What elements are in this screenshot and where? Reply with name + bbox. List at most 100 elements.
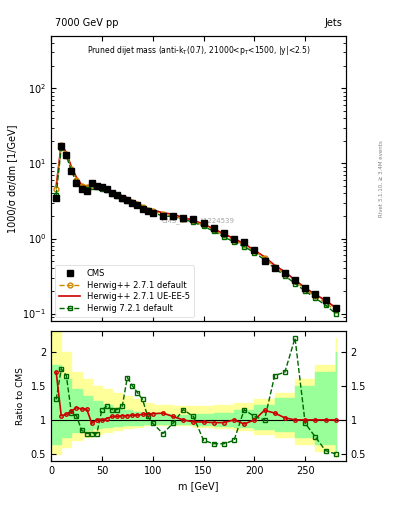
CMS <box>110 190 114 197</box>
Herwig 7.2.1 default <box>232 239 237 245</box>
Herwig++ 2.7.1 default <box>222 232 226 239</box>
CMS <box>303 285 308 291</box>
Herwig++ 2.7.1 default <box>272 264 277 270</box>
Herwig 7.2.1 default <box>211 228 216 234</box>
Herwig++ 2.7.1 default <box>69 166 74 172</box>
Herwig++ 2.7.1 UE-EE-5 <box>242 241 246 247</box>
Herwig 7.2.1 default <box>252 249 257 255</box>
CMS <box>313 291 318 297</box>
Herwig++ 2.7.1 UE-EE-5 <box>59 141 64 147</box>
CMS <box>140 205 145 211</box>
Herwig++ 2.7.1 UE-EE-5 <box>191 217 196 223</box>
Herwig++ 2.7.1 default <box>99 185 104 191</box>
CMS <box>125 197 130 203</box>
Herwig++ 2.7.1 default <box>171 213 175 219</box>
CMS <box>135 202 140 208</box>
Herwig++ 2.7.1 default <box>191 218 196 224</box>
CMS <box>59 143 64 149</box>
Herwig++ 2.7.1 default <box>89 183 94 189</box>
Herwig++ 2.7.1 default <box>120 195 125 201</box>
Herwig 7.2.1 default <box>59 145 64 151</box>
Herwig++ 2.7.1 UE-EE-5 <box>130 198 135 204</box>
Herwig 7.2.1 default <box>262 257 267 263</box>
Herwig++ 2.7.1 UE-EE-5 <box>222 231 226 237</box>
CMS <box>120 195 125 201</box>
Herwig++ 2.7.1 default <box>94 183 99 189</box>
CMS <box>293 277 298 283</box>
Herwig++ 2.7.1 default <box>140 204 145 210</box>
Text: CMS_2013_I1224539: CMS_2013_I1224539 <box>162 218 235 224</box>
Herwig 7.2.1 default <box>84 186 89 193</box>
Herwig++ 2.7.1 default <box>283 271 287 277</box>
Herwig++ 2.7.1 UE-EE-5 <box>313 291 318 297</box>
Herwig++ 2.7.1 default <box>84 184 89 190</box>
X-axis label: m [GeV]: m [GeV] <box>178 481 219 491</box>
CMS <box>252 247 257 253</box>
Herwig++ 2.7.1 default <box>74 177 79 183</box>
Text: Rivet 3.1.10, ≥ 3.4M events: Rivet 3.1.10, ≥ 3.4M events <box>379 140 384 217</box>
Herwig++ 2.7.1 UE-EE-5 <box>272 262 277 268</box>
Herwig 7.2.1 default <box>89 184 94 190</box>
CMS <box>333 305 338 311</box>
Herwig++ 2.7.1 UE-EE-5 <box>151 207 155 213</box>
CMS <box>74 180 79 186</box>
Y-axis label: 1000/σ dσ/dm [1/GeV]: 1000/σ dσ/dm [1/GeV] <box>7 124 17 232</box>
Line: Herwig++ 2.7.1 UE-EE-5: Herwig++ 2.7.1 UE-EE-5 <box>56 144 336 308</box>
Herwig++ 2.7.1 UE-EE-5 <box>135 200 140 206</box>
Herwig 7.2.1 default <box>94 184 99 190</box>
Text: Jets: Jets <box>324 18 342 28</box>
CMS <box>262 258 267 264</box>
Herwig++ 2.7.1 UE-EE-5 <box>64 150 69 156</box>
CMS <box>160 213 165 219</box>
Herwig++ 2.7.1 UE-EE-5 <box>252 247 257 253</box>
Herwig++ 2.7.1 UE-EE-5 <box>160 210 165 216</box>
Herwig++ 2.7.1 UE-EE-5 <box>105 186 109 192</box>
CMS <box>99 184 104 190</box>
Herwig++ 2.7.1 default <box>313 293 318 300</box>
Herwig 7.2.1 default <box>74 180 79 186</box>
Herwig++ 2.7.1 default <box>201 222 206 228</box>
Line: Herwig++ 2.7.1 default: Herwig++ 2.7.1 default <box>54 143 338 313</box>
Herwig 7.2.1 default <box>135 202 140 208</box>
Herwig 7.2.1 default <box>105 187 109 193</box>
Herwig 7.2.1 default <box>293 281 298 287</box>
Herwig++ 2.7.1 UE-EE-5 <box>323 297 328 304</box>
CMS <box>222 229 226 236</box>
Herwig++ 2.7.1 default <box>130 199 135 205</box>
Herwig 7.2.1 default <box>125 198 130 204</box>
Herwig 7.2.1 default <box>99 186 104 192</box>
CMS <box>232 236 237 242</box>
Herwig++ 2.7.1 default <box>105 186 109 193</box>
Herwig++ 2.7.1 default <box>54 186 59 193</box>
Herwig++ 2.7.1 default <box>160 211 165 218</box>
Herwig++ 2.7.1 UE-EE-5 <box>232 236 237 242</box>
Herwig++ 2.7.1 UE-EE-5 <box>140 203 145 209</box>
Herwig++ 2.7.1 default <box>115 192 119 198</box>
CMS <box>283 270 287 276</box>
CMS <box>191 216 196 222</box>
Herwig 7.2.1 default <box>130 200 135 206</box>
Herwig++ 2.7.1 UE-EE-5 <box>293 277 298 283</box>
CMS <box>130 200 135 206</box>
Herwig++ 2.7.1 UE-EE-5 <box>333 305 338 311</box>
Herwig++ 2.7.1 UE-EE-5 <box>110 188 114 195</box>
Herwig++ 2.7.1 default <box>252 248 257 254</box>
Herwig 7.2.1 default <box>171 214 175 220</box>
Herwig++ 2.7.1 UE-EE-5 <box>201 221 206 227</box>
Legend: CMS, Herwig++ 2.7.1 default, Herwig++ 2.7.1 UE-EE-5, Herwig 7.2.1 default: CMS, Herwig++ 2.7.1 default, Herwig++ 2.… <box>55 265 194 317</box>
Herwig 7.2.1 default <box>242 244 246 250</box>
Herwig++ 2.7.1 UE-EE-5 <box>125 195 130 201</box>
Herwig++ 2.7.1 UE-EE-5 <box>74 175 79 181</box>
Herwig++ 2.7.1 UE-EE-5 <box>69 164 74 170</box>
Herwig 7.2.1 default <box>333 310 338 316</box>
Herwig 7.2.1 default <box>54 192 59 198</box>
CMS <box>181 215 185 221</box>
Herwig 7.2.1 default <box>151 210 155 216</box>
CMS <box>79 186 84 193</box>
Herwig 7.2.1 default <box>272 265 277 271</box>
CMS <box>105 186 109 193</box>
Herwig 7.2.1 default <box>313 295 318 302</box>
Herwig++ 2.7.1 default <box>333 307 338 313</box>
Herwig++ 2.7.1 default <box>303 286 308 292</box>
Herwig 7.2.1 default <box>191 219 196 225</box>
